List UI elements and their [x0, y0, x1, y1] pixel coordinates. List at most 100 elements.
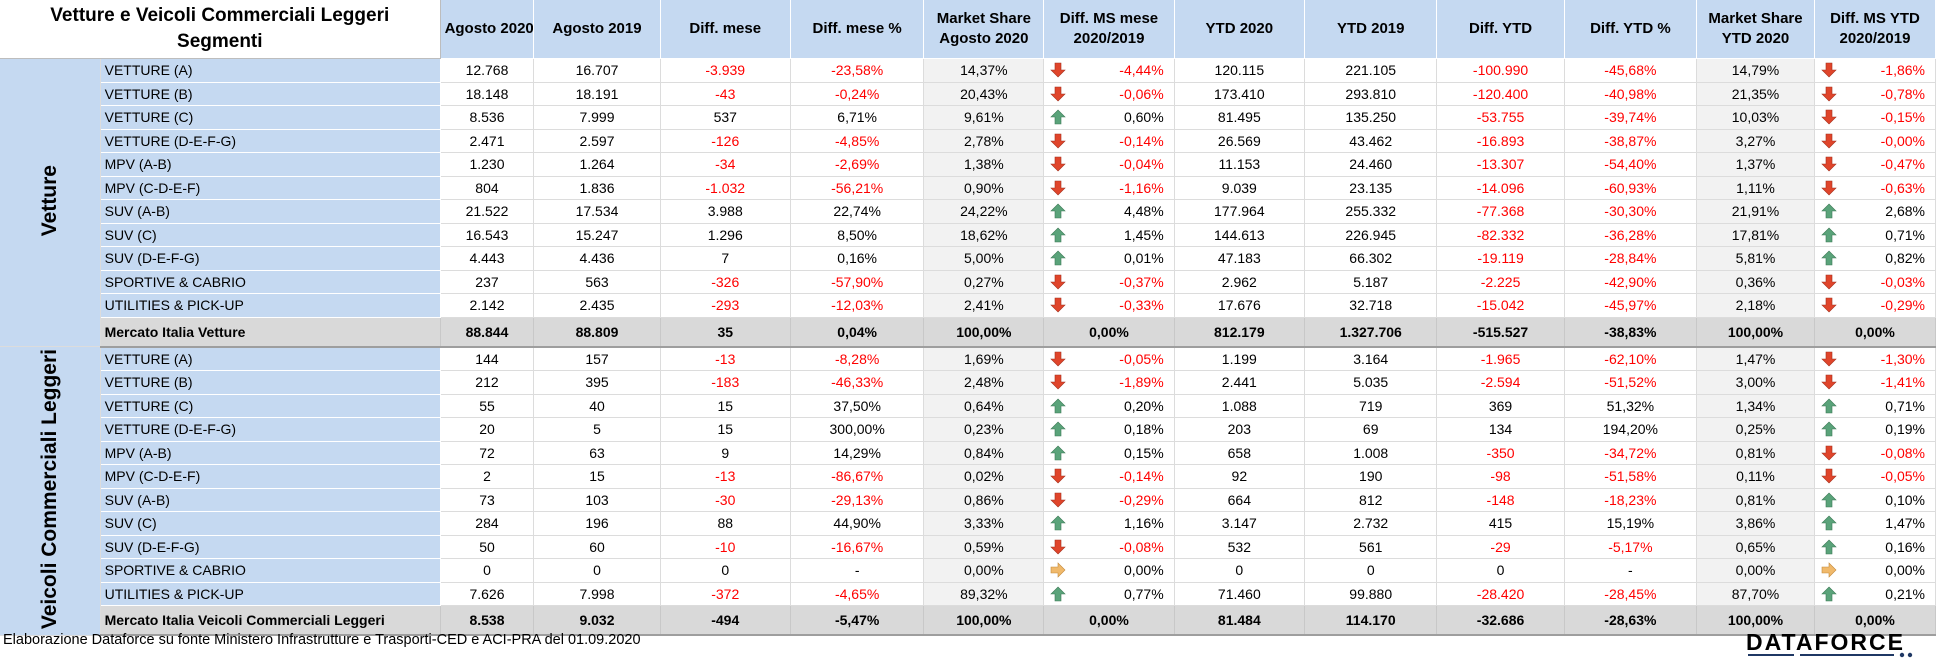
- cell-agosto-2020: 2: [440, 464, 535, 489]
- cell-diff-ms-mese: -0,37%: [1043, 270, 1175, 294]
- cell-diff-ytd-pct: -28,84%: [1564, 246, 1698, 271]
- cell-diff-ms-mese: -0,29%: [1043, 488, 1175, 512]
- cell-ytd-2019: 135.250: [1304, 105, 1438, 130]
- cell-agosto-2019: 9.032: [533, 605, 661, 636]
- cell-ytd-2019: 5.035: [1304, 370, 1438, 395]
- cell-ytd-2019: 66.302: [1304, 246, 1438, 271]
- cell-diff-ms-mese: 1,16%: [1043, 511, 1175, 536]
- cell-diff-ytd: -98: [1436, 464, 1565, 489]
- segment-name: MPV (A-B): [100, 441, 441, 465]
- cell-diff-ytd: -14.096: [1436, 176, 1565, 200]
- value: -0,05%: [1880, 468, 1925, 485]
- cell-agosto-2019: 5: [533, 417, 661, 442]
- cell-diff-ytd-pct: -30,30%: [1564, 199, 1698, 224]
- value: -0,00%: [1880, 132, 1925, 149]
- value: -0,08%: [1880, 444, 1925, 461]
- cell-diff-ms-ytd: 0,82%: [1814, 246, 1936, 271]
- value: -0,05%: [1119, 350, 1164, 367]
- cell-ms-ytd-2020: 3,00%: [1696, 370, 1815, 395]
- col-header-line: YTD 2020: [1205, 20, 1274, 37]
- cell-diff-ms-ytd: 0,21%: [1814, 582, 1936, 606]
- col-header-ytd-2019: YTD 2019: [1304, 0, 1438, 59]
- cell-ytd-2020: 2.441: [1174, 370, 1306, 395]
- value: 0,82%: [1885, 250, 1925, 267]
- segment-name: VETTURE (B): [100, 370, 441, 395]
- arrow-down-icon: [1050, 468, 1067, 484]
- cell-ytd-2020: 3.147: [1174, 511, 1306, 536]
- cell-ytd-2019: 5.187: [1304, 270, 1438, 294]
- cell-diff-ms-ytd: 0,16%: [1814, 535, 1936, 559]
- cell-diff-ytd-pct: -42,90%: [1564, 270, 1698, 294]
- cell-diff-ms-mese: 0,18%: [1043, 417, 1175, 442]
- cell-ytd-2020: 1.088: [1174, 394, 1306, 418]
- cell-diff-ytd-pct: 15,19%: [1564, 511, 1698, 536]
- segment-name: SUV (D-E-F-G): [100, 246, 441, 271]
- cell-diff-mese: -126: [660, 129, 791, 153]
- segment-table: Vetture e Veicoli Commerciali Leggeri Se…: [0, 0, 1936, 636]
- cell-ytd-2019: 32.718: [1304, 293, 1438, 318]
- cell-agosto-2019: 2.597: [533, 129, 661, 153]
- value: 0,15%: [1123, 444, 1164, 461]
- cell-diff-ms-ytd: 0,71%: [1814, 223, 1936, 247]
- cell-diff-mese: -3.939: [660, 58, 791, 83]
- cell-diff-ytd-pct: -18,23%: [1564, 488, 1698, 512]
- cell-ms-ytd-2020: 0,81%: [1696, 441, 1815, 465]
- dataforce-logo: DATAFORCE: [1746, 629, 1913, 658]
- col-header-agosto-2019: Agosto 2019: [533, 0, 661, 59]
- arrow-down-icon: [1821, 156, 1837, 172]
- cell-ytd-2019: 221.105: [1304, 58, 1438, 83]
- cell-ms-ytd-2020: 3,27%: [1696, 129, 1815, 153]
- cell-agosto-2019: 1.836: [533, 176, 661, 200]
- table-row: VETTURE (D-E-F-G) 20 5 15 300,00% 0,23% 0,18% 2…: [0, 417, 1936, 442]
- cell-ms-agosto-2020: 1,38%: [923, 152, 1045, 177]
- value: -1,16%: [1119, 179, 1164, 196]
- cell-ytd-2020: 664: [1174, 488, 1306, 512]
- value: -0,37%: [1119, 273, 1164, 290]
- segment-name: VETTURE (D-E-F-G): [100, 129, 441, 153]
- cell-diff-ytd: 415: [1436, 511, 1565, 536]
- arrow-down-icon: [1821, 180, 1837, 196]
- arrow-down-icon: [1050, 539, 1067, 555]
- col-header-line: Diff. YTD: [1469, 20, 1533, 37]
- cell-diff-ms-mese: 4,48%: [1043, 199, 1175, 224]
- cell-ytd-2019: 1.008: [1304, 441, 1438, 465]
- arrow-down-icon: [1050, 274, 1067, 290]
- value: 1,16%: [1123, 515, 1164, 532]
- arrow-right-icon: [1821, 562, 1837, 578]
- arrow-down-icon: [1050, 156, 1067, 172]
- cell-ytd-2020: 144.613: [1174, 223, 1306, 247]
- table-row: VETTURE (D-E-F-G) 2.471 2.597 -126 -4,85% 2,7…: [0, 129, 1936, 153]
- cell-ytd-2019: 43.462: [1304, 129, 1438, 153]
- cell-agosto-2020: 8.536: [440, 105, 535, 130]
- segment-name: MPV (A-B): [100, 152, 441, 177]
- cell-ytd-2019: 561: [1304, 535, 1438, 559]
- cell-ytd-2020: 2.962: [1174, 270, 1306, 294]
- cell-ytd-2020: 203: [1174, 417, 1306, 442]
- cell-diff-mese-pct: -4,85%: [790, 129, 925, 153]
- cell-diff-ms-ytd: -0,78%: [1814, 82, 1936, 106]
- cell-agosto-2019: 2.435: [533, 293, 661, 318]
- cell-diff-mese-pct: 300,00%: [790, 417, 925, 442]
- cell-diff-ytd: -53.755: [1436, 105, 1565, 130]
- cell-agosto-2019: 17.534: [533, 199, 661, 224]
- cell-diff-ytd: -350: [1436, 441, 1565, 465]
- cell-diff-ytd: -2.594: [1436, 370, 1565, 395]
- arrow-up-icon: [1821, 421, 1837, 437]
- col-header-agosto-2020: Agosto 2020: [440, 0, 535, 59]
- value: 0,00%: [1885, 562, 1925, 579]
- col-header-line: 2020/2019: [1839, 30, 1911, 47]
- cell-agosto-2020: 212: [440, 370, 535, 395]
- cell-ms-agosto-2020: 0,02%: [923, 464, 1045, 489]
- table-title: Vetture e Veicoli Commerciali Leggeri Se…: [0, 0, 441, 59]
- cell-ms-agosto-2020: 1,69%: [923, 346, 1045, 371]
- col-header-line: YTD 2019: [1336, 20, 1405, 37]
- cell-diff-mese-pct: -46,33%: [790, 370, 925, 395]
- total-row: Mercato Italia Vetture 88.844 88.809 35 0,04…: [0, 316, 1936, 348]
- arrow-down-icon: [1050, 492, 1067, 508]
- cell-ytd-2019: 2.732: [1304, 511, 1438, 536]
- cell-diff-ms-mese: -0,33%: [1043, 293, 1175, 318]
- cell-ms-ytd-2020: 3,86%: [1696, 511, 1815, 536]
- cell-diff-ytd: -13.307: [1436, 152, 1565, 177]
- col-header-line: Agosto 2020: [939, 30, 1029, 47]
- header-row: Vetture e Veicoli Commerciali Leggeri Se…: [0, 0, 1936, 59]
